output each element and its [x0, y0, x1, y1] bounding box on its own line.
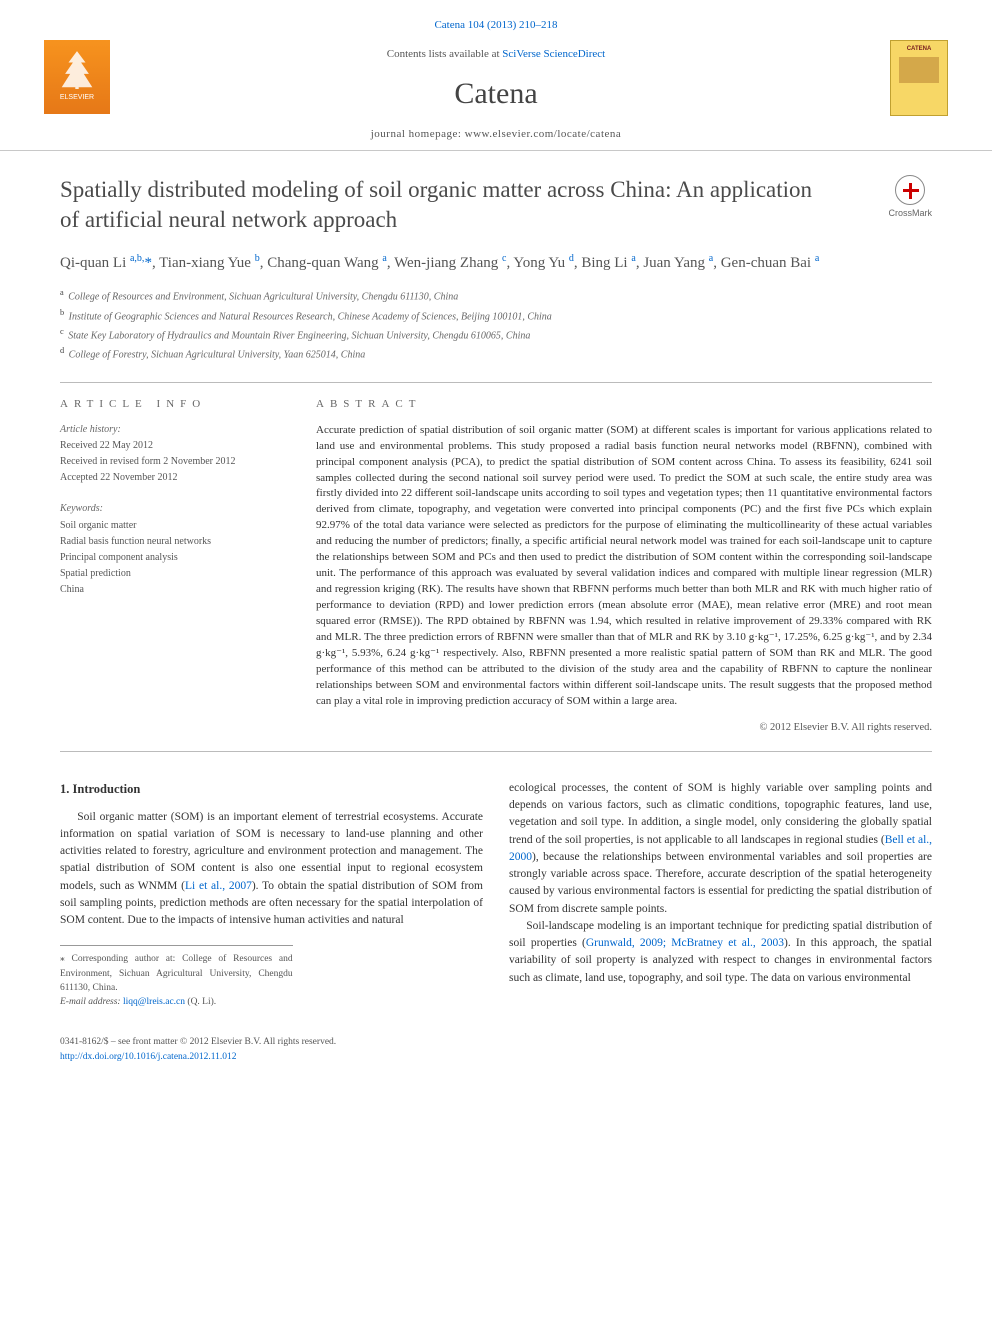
abstract: ABSTRACT Accurate prediction of spatial … — [316, 397, 932, 735]
crossmark-icon — [895, 175, 925, 205]
abstract-text: Accurate prediction of spatial distribut… — [316, 423, 932, 710]
footnotes: ⁎ Corresponding author at: College of Re… — [60, 945, 293, 1009]
affiliation-item: d College of Forestry, Sichuan Agricultu… — [60, 344, 932, 363]
history-line: Received 22 May 2012 — [60, 438, 290, 454]
journal-homepage: journal homepage: www.elsevier.com/locat… — [60, 127, 932, 142]
contents-prefix: Contents lists available at — [387, 48, 502, 60]
keyword-item: Principal component analysis — [60, 550, 290, 566]
body-col-right: ecological processes, the content of SOM… — [509, 780, 932, 1010]
history-label: Article history: — [60, 422, 290, 438]
history-line: Received in revised form 2 November 2012 — [60, 454, 290, 470]
doi-link[interactable]: http://dx.doi.org/10.1016/j.catena.2012.… — [60, 1052, 237, 1062]
affiliation-item: a College of Resources and Environment, … — [60, 286, 932, 305]
cover-image-icon — [899, 57, 939, 83]
keyword-item: Spatial prediction — [60, 566, 290, 582]
article-title: Spatially distributed modeling of soil o… — [60, 175, 830, 235]
sciencedirect-link[interactable]: SciVerse ScienceDirect — [502, 48, 605, 60]
contents-list-line: Contents lists available at SciVerse Sci… — [60, 47, 932, 62]
affiliation-list: a College of Resources and Environment, … — [60, 286, 932, 363]
ref-li-2007[interactable]: Li et al., 2007 — [185, 880, 252, 892]
page-footer: 0341-8162/$ – see front matter © 2012 El… — [0, 1029, 992, 1084]
abstract-copyright: © 2012 Elsevier B.V. All rights reserved… — [316, 720, 932, 735]
journal-title: Catena — [60, 73, 932, 115]
citation-line: Catena 104 (2013) 210–218 — [60, 18, 932, 33]
affiliation-item: b Institute of Geographic Sciences and N… — [60, 306, 932, 325]
affiliation-item: c State Key Laboratory of Hydraulics and… — [60, 325, 932, 344]
article-info-label: ARTICLE INFO — [60, 397, 290, 412]
article-body: Spatially distributed modeling of soil o… — [0, 151, 992, 1029]
col2-para-1: ecological processes, the content of SOM… — [509, 780, 932, 918]
front-matter-line: 0341-8162/$ – see front matter © 2012 El… — [60, 1035, 932, 1049]
history-lines: Received 22 May 2012Received in revised … — [60, 438, 290, 486]
history-line: Accepted 22 November 2012 — [60, 470, 290, 486]
ref-grunwald-mcbratney[interactable]: Grunwald, 2009; McBratney et al., 2003 — [586, 937, 784, 949]
crossmark-badge[interactable]: CrossMark — [888, 175, 932, 220]
publisher-name: ELSEVIER — [60, 93, 94, 103]
abstract-label: ABSTRACT — [316, 397, 932, 413]
email-who: (Q. Li). — [185, 997, 216, 1007]
article-info: ARTICLE INFO Article history: Received 2… — [60, 397, 290, 735]
keyword-item: Radial basis function neural networks — [60, 534, 290, 550]
keyword-item: Soil organic matter — [60, 518, 290, 534]
cover-title: CATENA — [907, 45, 932, 53]
crossmark-label: CrossMark — [888, 207, 932, 220]
author-list: Qi-quan Li a,b,*, Tian-xiang Yue b, Chan… — [60, 251, 932, 275]
author-email[interactable]: liqq@lreis.ac.cn — [123, 997, 185, 1007]
email-label: E-mail address: — [60, 997, 123, 1007]
elsevier-tree-icon — [60, 51, 94, 89]
body-columns: 1. Introduction Soil organic matter (SOM… — [60, 780, 932, 1010]
info-abstract-row: ARTICLE INFO Article history: Received 2… — [60, 383, 932, 752]
journal-cover-thumb: CATENA — [890, 40, 948, 116]
email-line: E-mail address: liqq@lreis.ac.cn (Q. Li)… — [60, 995, 293, 1009]
publisher-logo: ELSEVIER — [44, 40, 110, 114]
keyword-item: China — [60, 582, 290, 598]
history-block: Article history: Received 22 May 2012Rec… — [60, 422, 290, 486]
intro-para-1: Soil organic matter (SOM) is an importan… — [60, 809, 483, 930]
c2p1-seg1: ecological processes, the content of SOM… — [509, 782, 932, 846]
body-col-left: 1. Introduction Soil organic matter (SOM… — [60, 780, 483, 1010]
col2-para-2: Soil-landscape modeling is an important … — [509, 918, 932, 987]
keywords-label: Keywords: — [60, 502, 290, 516]
intro-heading: 1. Introduction — [60, 780, 483, 799]
keywords-list: Soil organic matterRadial basis function… — [60, 518, 290, 598]
c2p1-seg2: ), because the relationships between env… — [509, 851, 932, 915]
journal-header: ELSEVIER CATENA Catena 104 (2013) 210–21… — [0, 0, 992, 151]
title-row: Spatially distributed modeling of soil o… — [60, 175, 932, 235]
corresponding-author-note: ⁎ Corresponding author at: College of Re… — [60, 952, 293, 995]
